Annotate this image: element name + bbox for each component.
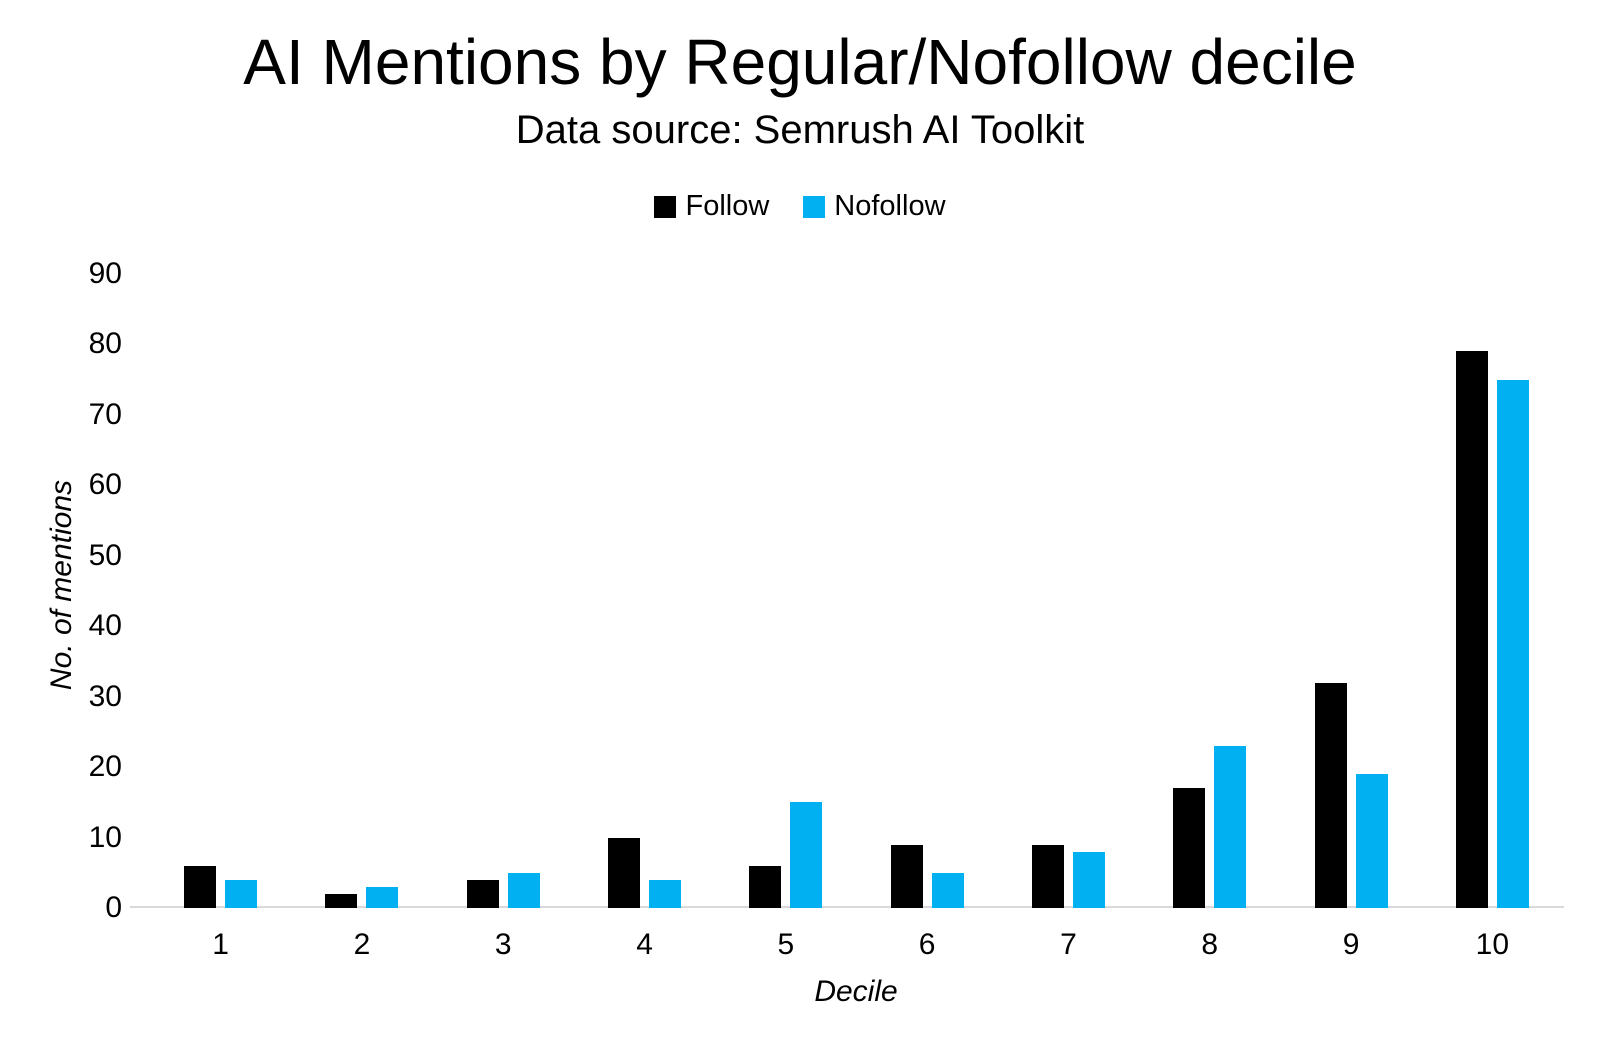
y-tick-label-20: 20 xyxy=(88,750,122,784)
y-tick-label-10: 10 xyxy=(88,820,122,854)
bar-follow-decile-1 xyxy=(184,865,217,908)
bar-follow-decile-4 xyxy=(608,837,641,908)
bar-follow-decile-7 xyxy=(1031,844,1064,908)
y-tick-label-70: 70 xyxy=(88,397,122,431)
bar-follow-decile-3 xyxy=(466,879,499,908)
x-tick-label-6: 6 xyxy=(918,928,936,961)
y-tick-label-60: 60 xyxy=(88,468,122,502)
y-tick-label-40: 40 xyxy=(88,609,122,643)
legend-label-nofollow: Nofollow xyxy=(834,190,946,222)
bar-nofollow-decile-5 xyxy=(790,802,823,908)
legend-swatch-follow xyxy=(654,195,677,218)
legend-item-nofollow: Nofollow xyxy=(803,190,946,223)
x-tick-label-9: 9 xyxy=(1342,928,1360,961)
y-tick-label-80: 80 xyxy=(88,327,122,361)
bar-follow-decile-6 xyxy=(890,844,923,908)
legend-label-follow: Follow xyxy=(685,190,770,222)
x-axis-title: Decile xyxy=(814,975,898,1008)
bar-follow-decile-5 xyxy=(749,865,782,908)
x-tick-label-2: 2 xyxy=(353,928,371,961)
x-tick-label-7: 7 xyxy=(1060,928,1077,961)
bar-follow-decile-2 xyxy=(325,893,358,908)
bar-nofollow-decile-1 xyxy=(225,879,258,908)
bar-follow-decile-9 xyxy=(1314,682,1347,908)
x-tick-label-4: 4 xyxy=(636,928,653,961)
legend-swatch-nofollow xyxy=(803,195,826,218)
x-axis-line xyxy=(130,906,1564,908)
y-tick-label-0: 0 xyxy=(105,891,122,924)
bar-nofollow-decile-6 xyxy=(931,872,964,908)
y-tick-label-90: 90 xyxy=(88,257,122,290)
x-tick-label-1: 1 xyxy=(212,928,229,961)
bar-nofollow-decile-3 xyxy=(507,872,540,908)
chart-subtitle: Data source: Semrush AI Toolkit xyxy=(515,108,1085,152)
bar-nofollow-decile-2 xyxy=(366,886,399,908)
bar-nofollow-decile-10 xyxy=(1496,379,1529,908)
x-tick-label-8: 8 xyxy=(1201,928,1219,961)
x-tick-label-3: 3 xyxy=(494,928,512,961)
x-tick-label-5: 5 xyxy=(777,928,795,961)
legend: Follow Nofollow xyxy=(0,190,1600,223)
chart-title: AI Mentions by Regular/Nofollow decile xyxy=(243,26,1357,98)
bar-follow-decile-8 xyxy=(1173,788,1206,908)
bar-nofollow-decile-9 xyxy=(1355,774,1388,908)
bar-nofollow-decile-8 xyxy=(1214,745,1247,908)
legend-item-follow: Follow xyxy=(654,190,769,223)
y-tick-label-30: 30 xyxy=(88,679,122,713)
x-tick-label-10: 10 xyxy=(1475,928,1510,961)
bar-follow-decile-10 xyxy=(1455,351,1488,908)
bar-nofollow-decile-7 xyxy=(1072,851,1105,908)
y-tick-label-50: 50 xyxy=(88,538,122,572)
bar-nofollow-decile-4 xyxy=(649,879,682,908)
